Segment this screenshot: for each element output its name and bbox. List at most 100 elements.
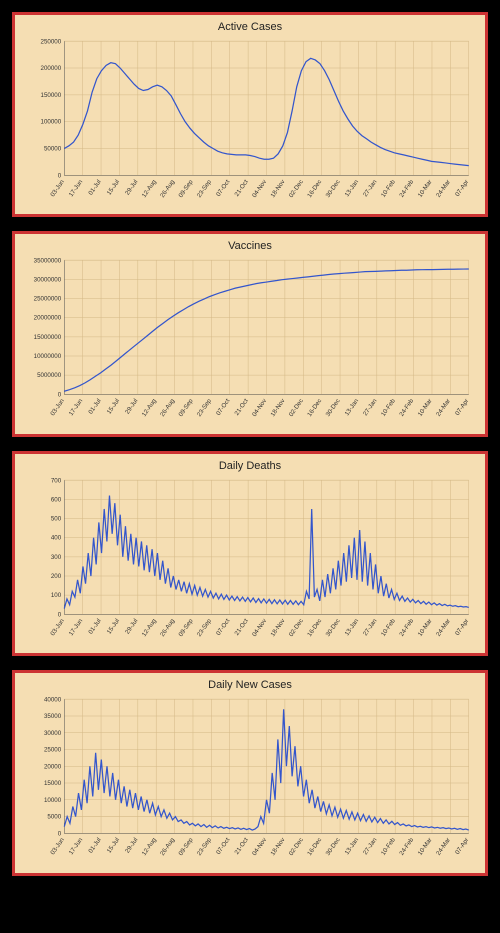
svg-text:23-Sep: 23-Sep bbox=[196, 836, 213, 857]
svg-text:13-Jan: 13-Jan bbox=[343, 617, 360, 637]
daily-new-cases-panel: Daily New Cases0500010000150002000025000… bbox=[12, 670, 488, 875]
svg-text:18-Nov: 18-Nov bbox=[269, 397, 287, 418]
svg-text:07-Oct: 07-Oct bbox=[215, 178, 232, 197]
svg-text:200: 200 bbox=[51, 573, 62, 580]
svg-text:07-Apr: 07-Apr bbox=[454, 179, 470, 198]
svg-text:01-Jul: 01-Jul bbox=[87, 398, 102, 416]
svg-text:16-Dec: 16-Dec bbox=[306, 398, 323, 418]
svg-text:35000: 35000 bbox=[44, 713, 62, 720]
svg-text:15-Jul: 15-Jul bbox=[106, 837, 121, 855]
svg-text:21-Oct: 21-Oct bbox=[233, 178, 250, 197]
svg-text:18-Nov: 18-Nov bbox=[269, 617, 287, 638]
svg-text:30-Dec: 30-Dec bbox=[325, 179, 342, 199]
svg-text:600: 600 bbox=[51, 496, 62, 503]
svg-text:15000000: 15000000 bbox=[34, 334, 62, 341]
svg-text:01-Jul: 01-Jul bbox=[87, 837, 102, 855]
svg-text:100000: 100000 bbox=[41, 119, 62, 126]
svg-text:24-Feb: 24-Feb bbox=[398, 178, 415, 199]
svg-text:27-Jan: 27-Jan bbox=[362, 836, 379, 856]
svg-text:21-Oct: 21-Oct bbox=[233, 398, 250, 417]
svg-text:23-Sep: 23-Sep bbox=[196, 178, 213, 199]
svg-text:12-Aug: 12-Aug bbox=[141, 836, 158, 857]
svg-text:02-Dec: 02-Dec bbox=[288, 398, 305, 418]
svg-text:10-Mar: 10-Mar bbox=[417, 837, 434, 857]
svg-text:02-Dec: 02-Dec bbox=[288, 837, 305, 857]
svg-text:10-Feb: 10-Feb bbox=[380, 398, 397, 419]
svg-text:5000: 5000 bbox=[47, 814, 61, 821]
svg-text:10-Mar: 10-Mar bbox=[417, 398, 434, 418]
daily-deaths-svg: 010020030040050060070003-Jun17-Jun01-Jul… bbox=[23, 474, 477, 649]
svg-text:27-Jan: 27-Jan bbox=[362, 398, 379, 418]
svg-text:07-Apr: 07-Apr bbox=[454, 837, 470, 856]
active-cases-panel: Active Cases0500001000001500002000002500… bbox=[12, 12, 488, 217]
svg-text:03-Jun: 03-Jun bbox=[49, 178, 66, 198]
svg-text:16-Dec: 16-Dec bbox=[306, 837, 323, 857]
svg-text:10-Mar: 10-Mar bbox=[417, 617, 434, 637]
svg-text:15-Jul: 15-Jul bbox=[106, 617, 121, 635]
svg-text:04-Nov: 04-Nov bbox=[251, 178, 269, 199]
svg-text:12-Aug: 12-Aug bbox=[141, 398, 158, 419]
svg-text:16-Dec: 16-Dec bbox=[306, 617, 323, 637]
svg-text:5000000: 5000000 bbox=[37, 373, 62, 380]
svg-text:09-Sep: 09-Sep bbox=[177, 398, 194, 419]
svg-text:10-Feb: 10-Feb bbox=[380, 836, 397, 857]
svg-text:10-Feb: 10-Feb bbox=[380, 617, 397, 638]
svg-text:01-Jul: 01-Jul bbox=[87, 179, 102, 197]
svg-text:03-Jun: 03-Jun bbox=[49, 617, 66, 637]
svg-text:03-Jun: 03-Jun bbox=[49, 836, 66, 856]
svg-text:12-Aug: 12-Aug bbox=[141, 178, 158, 199]
svg-text:29-Jul: 29-Jul bbox=[124, 837, 139, 855]
svg-text:23-Sep: 23-Sep bbox=[196, 617, 213, 638]
svg-text:29-Jul: 29-Jul bbox=[124, 398, 139, 416]
svg-text:09-Sep: 09-Sep bbox=[177, 836, 194, 857]
svg-text:29-Jul: 29-Jul bbox=[124, 179, 139, 197]
daily-deaths-title: Daily Deaths bbox=[23, 460, 477, 472]
svg-text:07-Oct: 07-Oct bbox=[215, 398, 232, 417]
svg-text:04-Nov: 04-Nov bbox=[251, 617, 269, 638]
svg-text:01-Jul: 01-Jul bbox=[87, 617, 102, 635]
svg-text:20000000: 20000000 bbox=[34, 315, 62, 322]
svg-text:25000: 25000 bbox=[44, 747, 62, 754]
svg-text:30-Dec: 30-Dec bbox=[325, 837, 342, 857]
svg-text:13-Jan: 13-Jan bbox=[343, 398, 360, 418]
svg-text:26-Aug: 26-Aug bbox=[159, 398, 176, 419]
svg-text:10000000: 10000000 bbox=[34, 353, 62, 360]
svg-text:26-Aug: 26-Aug bbox=[159, 836, 176, 857]
svg-text:50000: 50000 bbox=[44, 146, 62, 153]
svg-text:24-Feb: 24-Feb bbox=[398, 836, 415, 857]
svg-text:18-Nov: 18-Nov bbox=[269, 836, 287, 857]
svg-text:17-Jun: 17-Jun bbox=[68, 398, 85, 418]
vaccines-panel: Vaccines05000000100000001500000020000000… bbox=[12, 231, 488, 436]
svg-text:12-Aug: 12-Aug bbox=[141, 617, 158, 638]
daily-deaths-panel: Daily Deaths010020030040050060070003-Jun… bbox=[12, 451, 488, 656]
svg-text:20000: 20000 bbox=[44, 764, 62, 771]
svg-text:17-Jun: 17-Jun bbox=[68, 178, 85, 198]
svg-text:17-Jun: 17-Jun bbox=[68, 617, 85, 637]
svg-text:15-Jul: 15-Jul bbox=[106, 398, 121, 416]
svg-text:02-Dec: 02-Dec bbox=[288, 617, 305, 637]
svg-text:24-Mar: 24-Mar bbox=[435, 179, 452, 199]
svg-text:40000: 40000 bbox=[44, 696, 62, 703]
svg-text:24-Mar: 24-Mar bbox=[435, 398, 452, 418]
svg-text:27-Jan: 27-Jan bbox=[362, 617, 379, 637]
svg-text:35000000: 35000000 bbox=[34, 258, 62, 265]
svg-text:150000: 150000 bbox=[41, 92, 62, 99]
svg-text:21-Oct: 21-Oct bbox=[233, 837, 250, 856]
svg-text:700: 700 bbox=[51, 477, 62, 484]
svg-text:07-Apr: 07-Apr bbox=[454, 398, 470, 417]
svg-text:10000: 10000 bbox=[44, 797, 62, 804]
svg-text:09-Sep: 09-Sep bbox=[177, 178, 194, 199]
svg-text:16-Dec: 16-Dec bbox=[306, 179, 323, 199]
svg-text:30-Dec: 30-Dec bbox=[325, 617, 342, 637]
svg-text:15-Jul: 15-Jul bbox=[106, 179, 121, 197]
svg-text:07-Oct: 07-Oct bbox=[215, 837, 232, 856]
svg-text:13-Jan: 13-Jan bbox=[343, 836, 360, 856]
svg-text:300: 300 bbox=[51, 554, 62, 561]
vaccines-svg: 0500000010000000150000002000000025000000… bbox=[23, 254, 477, 429]
svg-text:18-Nov: 18-Nov bbox=[269, 178, 287, 199]
svg-text:23-Sep: 23-Sep bbox=[196, 398, 213, 419]
svg-text:07-Apr: 07-Apr bbox=[454, 617, 470, 636]
svg-text:24-Feb: 24-Feb bbox=[398, 617, 415, 638]
vaccines-title: Vaccines bbox=[23, 240, 477, 252]
svg-text:21-Oct: 21-Oct bbox=[233, 617, 250, 636]
